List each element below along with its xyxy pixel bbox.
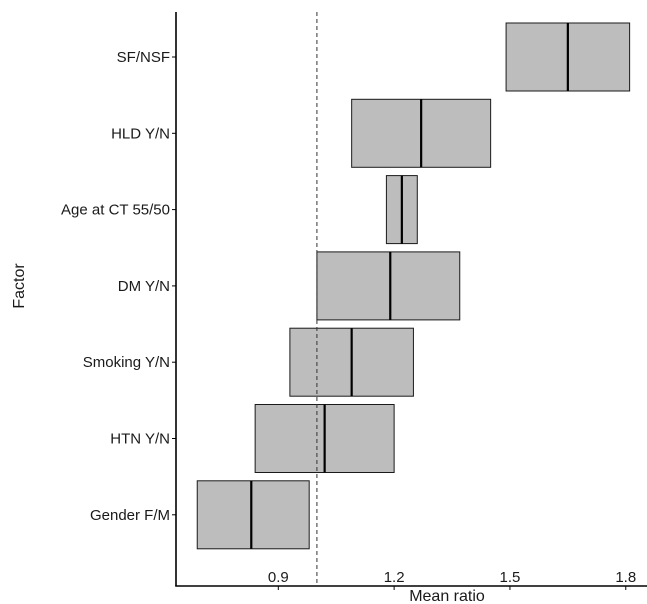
y-axis-ticks: SF/NSF HLD Y/N Age at CT 55/50 DM Y/N Smokin… xyxy=(61,49,176,524)
box-group xyxy=(254,404,395,473)
box-group xyxy=(289,327,414,397)
y-tick-label: Age at CT 55/50 xyxy=(61,202,170,219)
box-group xyxy=(196,480,310,550)
y-tick-label: DM Y/N xyxy=(118,278,170,295)
x-tick-label: 1.2 xyxy=(384,569,405,586)
box-group xyxy=(505,22,631,92)
x-tick-label: 0.9 xyxy=(268,569,289,586)
x-axis-ticks: 0.9 1.2 1.5 1.8 xyxy=(268,569,636,590)
x-tick-label: 1.5 xyxy=(500,569,521,586)
x-tick-label: 1.8 xyxy=(615,569,636,586)
y-tick-label: HLD Y/N xyxy=(111,125,170,142)
x-axis-title: Mean ratio xyxy=(409,588,485,604)
box-mark xyxy=(316,251,461,321)
y-tick-label: Gender F/M xyxy=(90,507,170,524)
y-axis-title: Factor xyxy=(11,263,28,309)
y-tick-label: SF/NSF xyxy=(117,49,170,66)
boxes-layer xyxy=(196,22,631,550)
box-group xyxy=(351,98,492,168)
box-group xyxy=(385,175,418,245)
box-mark xyxy=(196,480,310,550)
box-group xyxy=(316,251,461,321)
y-tick-label: HTN Y/N xyxy=(110,431,170,448)
y-tick-label: Smoking Y/N xyxy=(83,354,170,371)
